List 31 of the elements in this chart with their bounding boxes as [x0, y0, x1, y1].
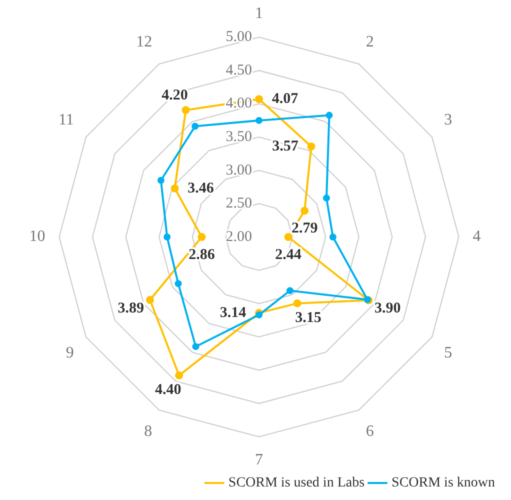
data-label: 4.40 [154, 382, 182, 398]
data-label: 3.89 [118, 300, 144, 316]
data-label: 4.20 [162, 87, 188, 104]
legend-label: SCORM is used in Labs [228, 476, 365, 491]
spoke-label: 7 [255, 452, 263, 469]
spoke-label: 10 [29, 228, 46, 246]
spoke-label: 8 [144, 422, 152, 440]
spoke-label: 1 [255, 4, 263, 22]
spoke-label: 12 [136, 33, 152, 50]
spoke-label: 3 [444, 112, 452, 129]
data-label: 3.57 [272, 138, 299, 154]
spoke-label: 5 [444, 344, 452, 362]
spoke-label: 9 [66, 344, 74, 362]
y-tick-label: 3.50 [226, 129, 252, 146]
y-tick-label: 2.00 [226, 228, 252, 245]
spoke-label: 2 [366, 33, 374, 50]
y-tick-label: 4.50 [226, 62, 252, 78]
y-tick-label: 2.50 [226, 196, 252, 212]
spoke-label: 4 [472, 228, 481, 246]
y-tick-label: 5.00 [226, 29, 252, 46]
data-label: 2.44 [275, 246, 302, 263]
spoke-label: 11 [58, 112, 74, 129]
data-label: 2.86 [188, 246, 216, 263]
data-label: 3.90 [374, 300, 401, 317]
spoke-label: 6 [366, 422, 374, 440]
data-label: 4.07 [272, 91, 299, 108]
data-label: 3.46 [188, 180, 214, 196]
data-label: 3.14 [220, 304, 247, 321]
y-tick-label: 3.00 [226, 162, 252, 178]
legend-label: SCORM is known [392, 476, 495, 491]
data-label: 3.15 [295, 310, 322, 326]
